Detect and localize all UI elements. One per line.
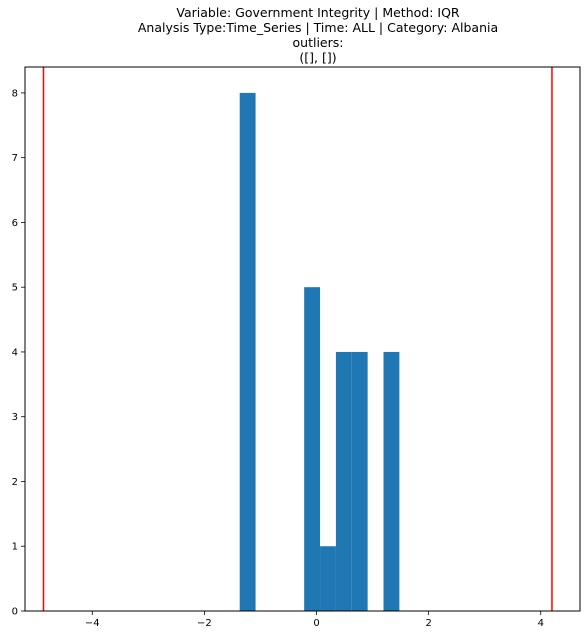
histogram-bar-4 bbox=[351, 351, 368, 611]
title-line-2: Analysis Type:Time_Series | Time: ALL | … bbox=[138, 20, 498, 35]
y-tick-label-0: 0 bbox=[12, 607, 18, 618]
title-line-1: Variable: Government Integrity | Method:… bbox=[176, 5, 460, 20]
histogram-bar-5 bbox=[383, 351, 400, 611]
x-tick-label-1: −2 bbox=[197, 618, 212, 629]
y-tick-label-8: 8 bbox=[12, 88, 18, 99]
x-tick-label-4: 4 bbox=[538, 618, 544, 629]
y-axis-ticks: 0 1 2 3 4 5 6 7 8 bbox=[12, 88, 25, 618]
plot-frame bbox=[24, 66, 581, 612]
y-tick-label-1: 1 bbox=[12, 542, 18, 553]
title-line-3: outliers: bbox=[293, 35, 344, 50]
x-tick-label-2: 0 bbox=[313, 618, 319, 629]
y-tick-label-2: 2 bbox=[12, 477, 18, 488]
histogram-bar-3 bbox=[335, 351, 352, 611]
y-tick-label-6: 6 bbox=[12, 218, 18, 229]
iqr-threshold-lines bbox=[42, 67, 553, 611]
x-tick-label-3: 2 bbox=[425, 618, 431, 629]
histogram-bar-1 bbox=[304, 287, 321, 611]
y-tick-label-3: 3 bbox=[12, 412, 18, 423]
y-tick-label-4: 4 bbox=[12, 347, 18, 358]
y-tick-label-7: 7 bbox=[12, 153, 18, 164]
histogram-bars bbox=[239, 92, 400, 611]
title-line-4: ([], []) bbox=[299, 50, 336, 65]
x-axis-ticks: −4 −2 0 2 4 bbox=[85, 611, 544, 629]
y-tick-label-5: 5 bbox=[12, 283, 18, 294]
histogram-bar-0 bbox=[239, 92, 256, 611]
x-tick-label-0: −4 bbox=[85, 618, 100, 629]
chart-title: Variable: Government Integrity | Method:… bbox=[138, 5, 498, 65]
histogram-bar-2 bbox=[320, 546, 336, 611]
